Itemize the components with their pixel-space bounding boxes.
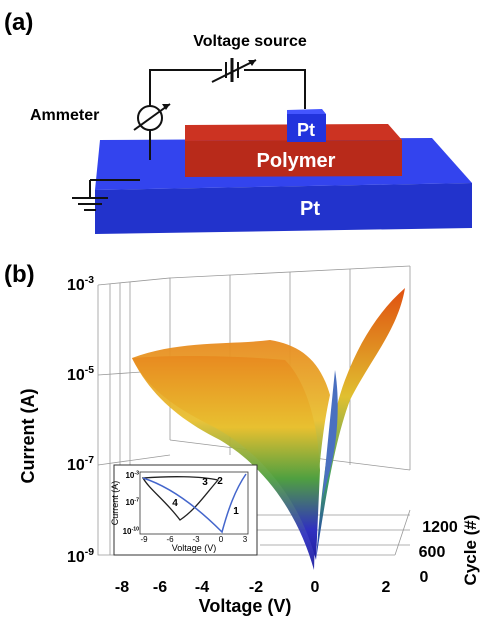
y-tick-label-exp: -7 [85, 455, 94, 466]
x-tick-label: -6 [153, 579, 167, 596]
voltage-source-label: Voltage source [193, 33, 307, 50]
device-schematic [72, 58, 472, 234]
inset-arrow-label: 2 [217, 476, 223, 487]
y-tick-label-exp: -5 [85, 365, 94, 376]
inset-arrow-label: 1 [233, 506, 239, 517]
x-axis-label: Voltage (V) [199, 596, 292, 616]
inset-x-tick-label: -3 [192, 535, 200, 544]
inset-x-tick-label: -9 [140, 535, 148, 544]
figure: (a) Voltage source Ammeter Pt Polymer Pt… [0, 0, 489, 622]
panel-label: (b) [4, 261, 35, 288]
panel-label: (a) [4, 9, 33, 36]
y-tick-label-exp: -3 [85, 275, 94, 286]
inset-x-tick-label: 3 [243, 535, 248, 544]
y-tick-label-base: 10 [67, 549, 85, 566]
inset-x-label: Voltage (V) [172, 543, 217, 553]
y-tick-label-base: 10 [67, 457, 85, 474]
z-tick-label: 0 [420, 569, 429, 586]
inset-y-tick-label-exp: -10 [132, 526, 140, 532]
x-tick-label: 0 [311, 579, 320, 596]
y-tick-label-base: 10 [67, 367, 85, 384]
y-tick-label-base: 10 [67, 277, 85, 294]
x-tick-label: -8 [115, 579, 129, 596]
inset-y-tick-label-exp: -7 [134, 497, 139, 503]
ammeter-label: Ammeter [30, 107, 99, 124]
y-tick-label: 10-7 [67, 455, 94, 474]
inset-y-label: Current (A) [110, 481, 120, 526]
y-tick-label-exp: -9 [85, 547, 94, 558]
inset-y-tick-label-exp: -3 [134, 470, 139, 476]
z-tick-label: 1200 [422, 519, 458, 536]
x-tick-label: -2 [249, 579, 263, 596]
x-tick-label: 2 [382, 579, 391, 596]
z-tick-label: 600 [419, 544, 446, 561]
y-tick-label: 10-3 [67, 275, 94, 294]
inset-x-tick-label: 0 [219, 535, 224, 544]
inset-arrow-label: 4 [172, 498, 178, 509]
bottom-electrode-label: Pt [300, 198, 320, 220]
inset-arrow-label: 3 [202, 477, 208, 488]
z-axis-label: Cycle (#) [461, 515, 480, 586]
inset-x-tick-label: -6 [166, 535, 174, 544]
top-electrode-label: Pt [297, 120, 315, 140]
x-tick-label: -4 [195, 579, 209, 596]
y-axis-label: Current (A) [18, 389, 38, 484]
y-tick-label: 10-5 [67, 365, 94, 384]
y-tick-label: 10-9 [67, 547, 94, 566]
layer-label: Polymer [257, 150, 336, 172]
